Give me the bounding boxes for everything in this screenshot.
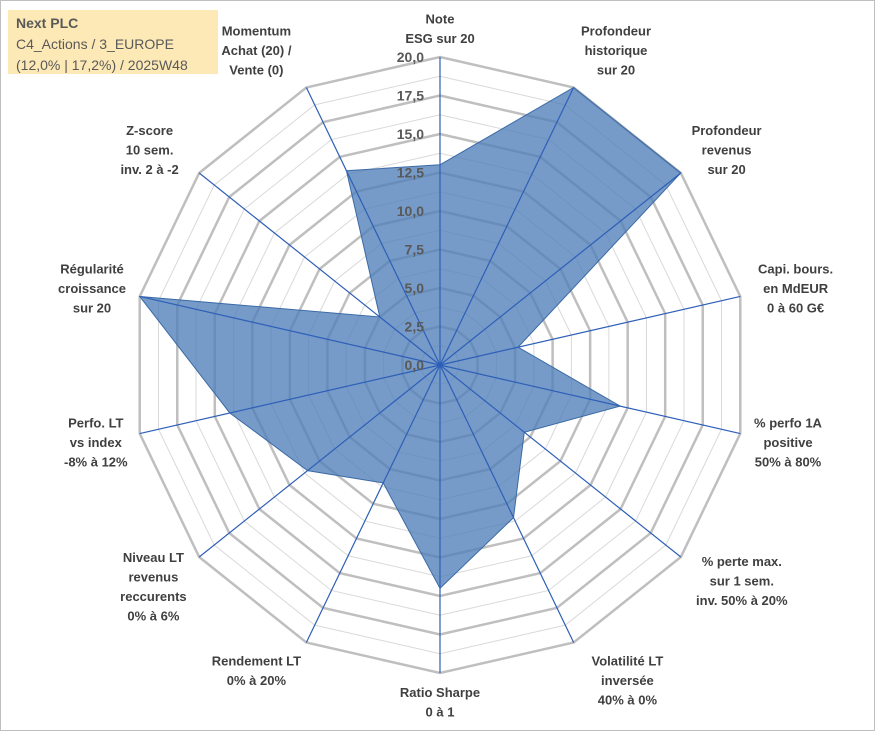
axis-spoke <box>439 364 682 558</box>
category-label: Rendement LT 0% à 20% <box>212 654 301 689</box>
axis-spoke <box>198 364 441 558</box>
company-name: Next PLC <box>16 15 79 31</box>
axis-spokes <box>139 57 741 673</box>
category-labels: Note ESG sur 20 Profondeur historique sur 20… <box>58 12 833 720</box>
axis-spoke <box>139 364 441 435</box>
title-box: Next PLC C4_Actions / 3_EUROPE (12,0% | … <box>8 10 218 74</box>
category-label: Z-score 10 sem. inv. 2 à -2 <box>120 123 178 177</box>
axis-spoke <box>439 295 741 366</box>
category-label: % perte max. sur 1 sem. inv. 50% à 20% <box>696 554 788 608</box>
axis-spoke <box>198 172 441 366</box>
category-label: Perfo. LT vs index -8% à 12% <box>64 415 128 469</box>
tick-label: 5,0 <box>405 280 425 296</box>
category-label: Niveau LT revenus reccurents 0% à 6% <box>120 550 186 624</box>
tick-label: 17,5 <box>397 88 424 104</box>
stats-line: (12,0% | 17,2%) / 2025W48 <box>16 57 188 73</box>
category-label: Profondeur historique sur 20 <box>581 24 651 78</box>
category-label: Profondeur revenus sur 20 <box>692 123 762 177</box>
category-label: Ratio Sharpe 0 à 1 <box>400 685 480 720</box>
axis-spoke <box>439 87 575 366</box>
category-label: % perfo 1A positive 50% à 80% <box>754 415 823 469</box>
tick-labels: 0,0 2,5 5,0 7,5 10,0 12,5 15,0 17,5 20,0 <box>397 49 424 373</box>
axis-spoke <box>305 364 441 643</box>
axis-spoke <box>439 364 741 435</box>
tick-label: 0,0 <box>405 357 425 373</box>
category-label: Momentum Achat (20) / Vente (0) <box>221 24 291 78</box>
tick-label: 10,0 <box>397 203 424 219</box>
tick-label: 15,0 <box>397 126 424 142</box>
axis-spoke <box>305 87 441 366</box>
tick-label: 2,5 <box>405 319 425 335</box>
tick-label: 20,0 <box>397 49 424 65</box>
axis-spoke <box>439 172 682 366</box>
category-label: Régularité croissance sur 20 <box>58 262 126 316</box>
tick-label: 7,5 <box>405 242 425 258</box>
category-label: Capi. bours. en MdEUR 0 à 60 G€ <box>758 262 833 316</box>
axis-spoke <box>139 295 441 366</box>
category-label: Volatilité LT inversée 40% à 0% <box>592 654 664 708</box>
axis-spoke <box>439 364 575 643</box>
tick-label: 12,5 <box>397 165 424 181</box>
category-label: Note ESG sur 20 <box>405 12 474 47</box>
category-line: C4_Actions / 3_EUROPE <box>16 36 174 52</box>
